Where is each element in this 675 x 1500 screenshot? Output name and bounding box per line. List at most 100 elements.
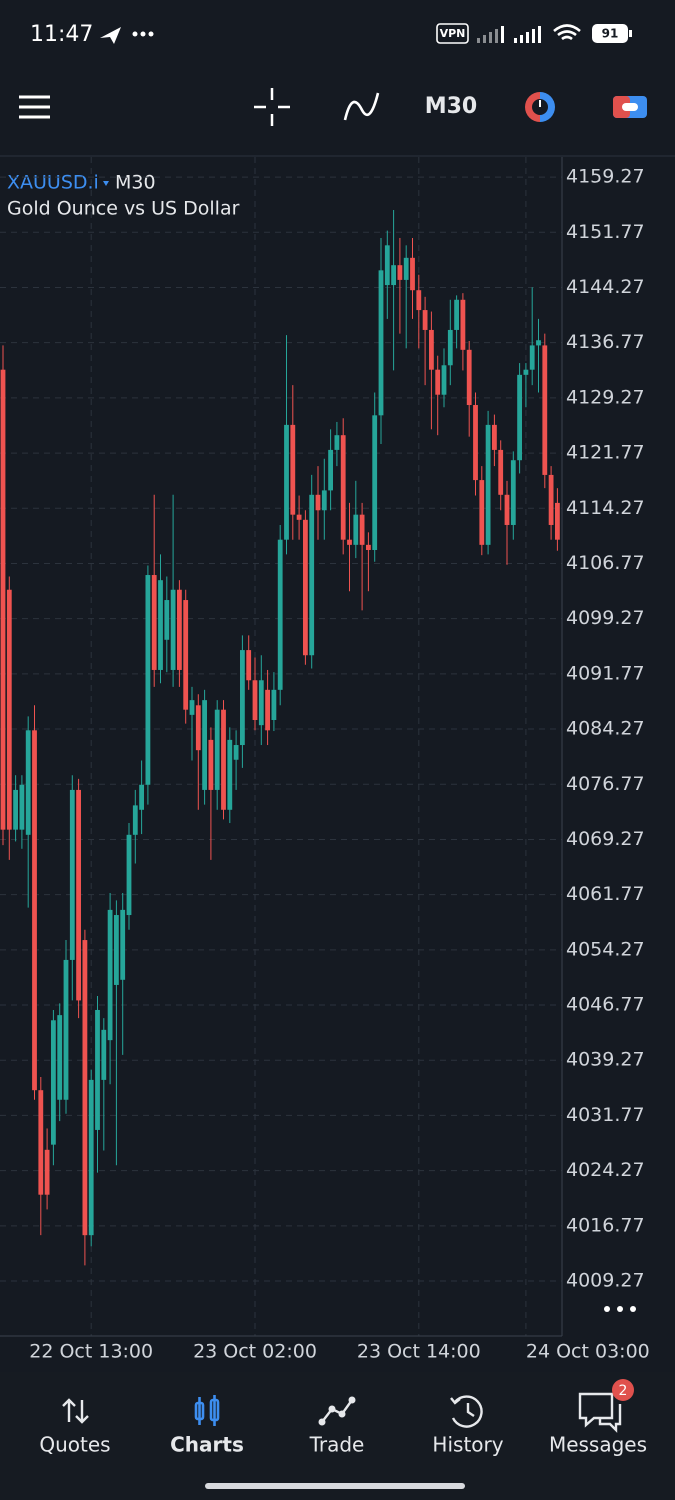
candle-body: [177, 589, 182, 670]
y-tick-label: 4091.77: [566, 662, 645, 684]
chart-menu[interactable]: [604, 1306, 636, 1312]
candle-body: [265, 689, 270, 731]
candle-body: [485, 424, 491, 545]
y-tick-label: 4151.77: [566, 221, 645, 243]
signal-icon: [477, 26, 541, 43]
candle-body: [258, 680, 264, 726]
candle-body: [38, 1090, 44, 1195]
nav-item[interactable]: History: [432, 1433, 503, 1457]
y-tick-label: 4016.77: [566, 1214, 645, 1236]
y-tick-label: 4114.27: [566, 497, 645, 519]
trade-button[interactable]: [613, 96, 647, 118]
nav-item[interactable]: Messages: [549, 1433, 647, 1457]
candle-body: [227, 739, 233, 810]
y-tick-label: 4009.27: [566, 1270, 645, 1292]
chart-plot: [0, 157, 563, 1337]
crosshair-button[interactable]: [254, 88, 290, 126]
candle-body: [277, 539, 283, 690]
candle-body: [460, 299, 466, 350]
battery-tip: [629, 30, 632, 37]
candle-body: [548, 474, 554, 525]
more-dots: [132, 31, 154, 37]
candle-body: [107, 909, 113, 1041]
candle-body: [340, 435, 346, 540]
candle-body: [221, 709, 226, 810]
candle-body: [510, 460, 516, 525]
symbol-dropdown[interactable]: [103, 181, 109, 186]
candle-body: [315, 494, 321, 511]
y-tick-label: 4024.27: [566, 1159, 645, 1181]
quotes-icon: [62, 1398, 89, 1424]
candle-body: [82, 940, 88, 1236]
candle-body: [466, 349, 472, 406]
candle-body: [353, 514, 359, 545]
candle-body: [170, 589, 176, 670]
telegram-icon: [100, 27, 121, 44]
x-tick-label: 24 Oct 03:00: [526, 1341, 650, 1363]
home-indicator: [205, 1483, 465, 1489]
y-tick-label: 4099.27: [566, 607, 645, 629]
candle-body: [69, 789, 75, 960]
candle-body: [347, 539, 352, 545]
y-tick-label: 4159.27: [566, 166, 645, 188]
y-tick-label: 4054.27: [566, 938, 645, 960]
y-tick-label: 4069.27: [566, 828, 645, 850]
candle-body: [303, 519, 308, 656]
history-clock-button[interactable]: [525, 92, 555, 122]
candle-body: [492, 424, 497, 450]
x-tick-label: 23 Oct 02:00: [193, 1341, 317, 1363]
candle-body: [214, 709, 220, 790]
candle-body: [76, 789, 81, 1001]
candle-body: [359, 514, 365, 545]
y-tick-label: 4129.27: [566, 386, 645, 408]
y-tick-label: 4136.77: [566, 331, 645, 353]
menu-button[interactable]: [19, 95, 50, 119]
candle-body: [240, 650, 245, 746]
nav-item[interactable]: Trade: [309, 1433, 365, 1457]
candle-body: [429, 329, 434, 370]
candle-body: [435, 369, 441, 395]
symbol[interactable]: XAUUSD.i: [7, 172, 99, 194]
symbol-description: Gold Ounce vs US Dollar: [7, 198, 240, 220]
candle-body: [523, 369, 529, 375]
clock: 11:47: [30, 22, 93, 47]
candle-body: [95, 1009, 100, 1130]
messages-badge-count: 2: [619, 1383, 628, 1399]
y-tick-label: 4121.77: [566, 442, 645, 464]
candle-body: [120, 909, 126, 980]
vpn-box: [436, 23, 469, 44]
candle-body: [366, 544, 371, 550]
y-tick-label: 4046.77: [566, 994, 645, 1016]
bottom-nav-bg: [0, 1372, 675, 1500]
indicators-button[interactable]: [343, 92, 380, 121]
candle-body: [397, 265, 403, 280]
candle-body: [158, 580, 163, 670]
candle-body: [498, 449, 504, 495]
y-tick-label: 4076.77: [566, 773, 645, 795]
candle-body: [246, 650, 252, 681]
timeframe-button[interactable]: M30: [425, 94, 478, 119]
y-tick-label: 4106.77: [566, 552, 645, 574]
x-tick-label: 23 Oct 14:00: [357, 1341, 481, 1363]
candle-body: [126, 834, 132, 916]
candle-body: [51, 1020, 56, 1145]
candle-body: [25, 730, 31, 835]
nav-item[interactable]: Charts: [170, 1433, 244, 1457]
candle-body: [32, 730, 37, 1091]
x-tick-label: 22 Oct 13:00: [29, 1341, 153, 1363]
vpn-label: VPN: [440, 27, 466, 40]
candle-body: [202, 700, 207, 790]
candle-body: [416, 290, 422, 311]
candle-body: [195, 705, 201, 751]
candle-body: [384, 245, 390, 286]
candle-body: [284, 424, 289, 540]
candle-body: [13, 789, 18, 830]
candle-body: [57, 1015, 63, 1100]
candle-body: [403, 257, 409, 280]
candle-body: [132, 805, 138, 835]
candle-body: [296, 514, 302, 520]
candle-body: [454, 299, 459, 330]
y-tick-label: 4144.27: [566, 276, 645, 298]
nav-item[interactable]: Quotes: [39, 1433, 110, 1457]
